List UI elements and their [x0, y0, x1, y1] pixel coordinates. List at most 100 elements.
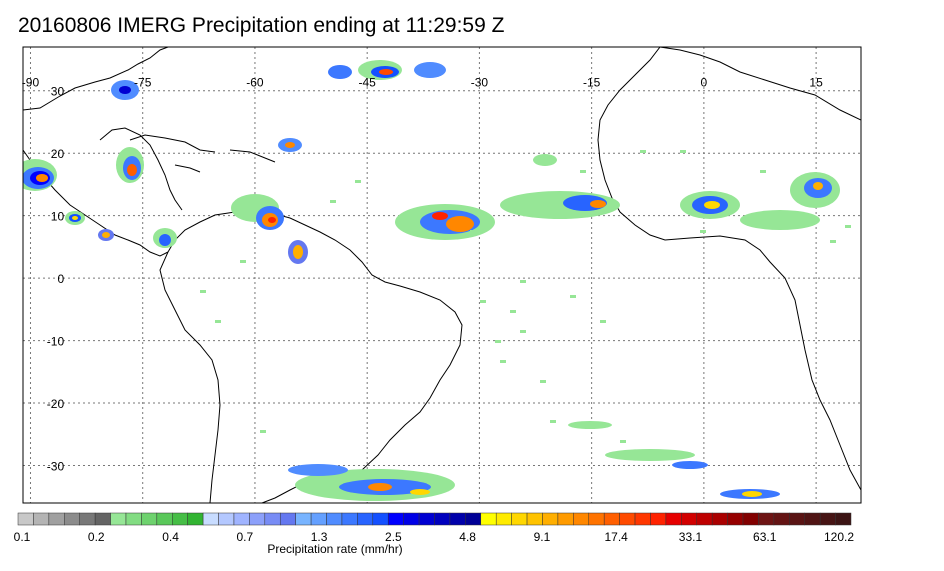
- precip-cell: [330, 200, 336, 203]
- precip-cell: [520, 280, 526, 283]
- colorbar-swatch: [634, 512, 651, 526]
- precip-cell: [760, 170, 766, 173]
- lat-label: 20: [51, 147, 65, 161]
- colorbar-tick-label: 9.1: [533, 530, 551, 544]
- precip-cell: [533, 154, 557, 166]
- lon-label: -75: [134, 75, 152, 89]
- precip-cell: [700, 230, 706, 233]
- precip-cell: [240, 260, 246, 263]
- precip-cell: [159, 234, 171, 246]
- precip-cell: [432, 212, 448, 220]
- colorbar-swatch: [804, 512, 821, 526]
- colorbar-swatch: [403, 512, 420, 526]
- precip-cell: [72, 216, 78, 220]
- precip-cell: [620, 440, 626, 443]
- colorbar-swatch: [387, 512, 404, 526]
- precip-cell: [680, 150, 686, 153]
- lon-label: 15: [809, 75, 823, 89]
- precip-cell: [200, 290, 206, 293]
- colorbar-swatch: [418, 512, 435, 526]
- colorbar-swatch: [773, 512, 790, 526]
- precip-cell: [285, 142, 295, 148]
- colorbar-tick-label: 17.4: [604, 530, 628, 544]
- colorbar-tick-label: 0.7: [236, 530, 254, 544]
- colorbar-swatch: [64, 512, 80, 526]
- precip-cell: [830, 240, 836, 243]
- colorbar-swatch: [218, 512, 235, 526]
- graticule-labels: -90 -75 -60 -45 -30 -15 0 15 30 20 10 0 -10 -20 -30: [22, 75, 823, 473]
- colorbar: [17, 512, 852, 526]
- colorbar-swatch: [187, 512, 204, 526]
- coastlines: [23, 47, 861, 503]
- lon-label: -60: [246, 75, 264, 89]
- precip-cell: [704, 201, 720, 209]
- colorbar-swatch: [341, 512, 358, 526]
- precip-cell: [127, 164, 137, 176]
- precip-cell: [568, 421, 612, 429]
- lat-label: -30: [47, 460, 65, 474]
- precip-cell: [119, 86, 131, 94]
- colorbar-tick-label: 0.4: [162, 530, 179, 544]
- colorbar-swatch: [526, 512, 543, 526]
- colorbar-swatch: [650, 512, 667, 526]
- colorbar-swatch: [603, 512, 620, 526]
- precip-cell: [379, 69, 393, 75]
- colorbar-swatch: [742, 512, 759, 526]
- colorbar-swatch: [557, 512, 574, 526]
- colorbar-swatch: [835, 512, 852, 526]
- colorbar-swatch: [696, 512, 713, 526]
- precip-cell: [446, 216, 474, 232]
- precip-cell: [580, 170, 586, 173]
- precip-cell: [328, 65, 352, 79]
- lon-label: -45: [359, 75, 377, 89]
- precip-cell: [813, 182, 823, 190]
- colorbar-swatch: [711, 512, 728, 526]
- colorbar-swatch: [619, 512, 636, 526]
- colorbar-tick-label: 0.2: [87, 530, 105, 544]
- colorbar-title: Precipitation rate (mm/hr): [267, 542, 403, 556]
- precip-cell: [740, 210, 820, 230]
- colorbar-swatch: [156, 512, 173, 526]
- colorbar-swatch: [789, 512, 805, 526]
- colorbar-tick-label: 33.1: [678, 530, 703, 544]
- colorbar-swatch: [434, 512, 451, 526]
- colorbar-tick-label: 0.1: [13, 530, 31, 544]
- precip-cell: [590, 200, 606, 208]
- precip-cell: [510, 310, 516, 313]
- precip-cell: [102, 232, 110, 238]
- colorbar-swatch: [819, 512, 836, 526]
- colorbar-tick-label: 1.3: [310, 530, 328, 544]
- colorbar-tick-label: 2.5: [385, 530, 402, 544]
- precip-cell: [260, 430, 266, 433]
- colorbar-swatch: [310, 512, 327, 526]
- precip-cell: [470, 230, 476, 233]
- colorbar-swatch: [202, 512, 219, 526]
- precip-cell: [520, 330, 526, 333]
- precip-cell: [605, 449, 695, 461]
- colorbar-swatch: [573, 512, 590, 526]
- colorbar-swatch: [357, 512, 374, 526]
- lat-label: 30: [51, 85, 65, 99]
- colorbar-swatch: [495, 512, 512, 526]
- colorbar-tick-label: 63.1: [753, 530, 777, 544]
- graticule: [23, 47, 861, 503]
- colorbar-swatch: [727, 512, 744, 526]
- lat-label: -10: [47, 335, 65, 349]
- colorbar-swatch: [681, 512, 697, 526]
- colorbar-swatch: [542, 512, 559, 526]
- precip-cell: [672, 461, 708, 469]
- colorbar-swatch: [665, 512, 682, 526]
- colorbar-swatch: [172, 512, 188, 526]
- precip-cell: [368, 483, 392, 491]
- lon-label: -15: [583, 75, 601, 89]
- colorbar-swatch: [264, 512, 281, 526]
- colorbar-swatch: [141, 512, 158, 526]
- precip-cell: [268, 217, 276, 223]
- colorbar-swatch: [17, 512, 34, 526]
- colorbar-swatch: [249, 512, 266, 526]
- precip-cell: [414, 62, 446, 78]
- precip-cell: [540, 380, 546, 383]
- colorbar-swatch: [48, 512, 65, 526]
- precip-cell: [550, 420, 556, 423]
- precip-cell: [355, 180, 361, 183]
